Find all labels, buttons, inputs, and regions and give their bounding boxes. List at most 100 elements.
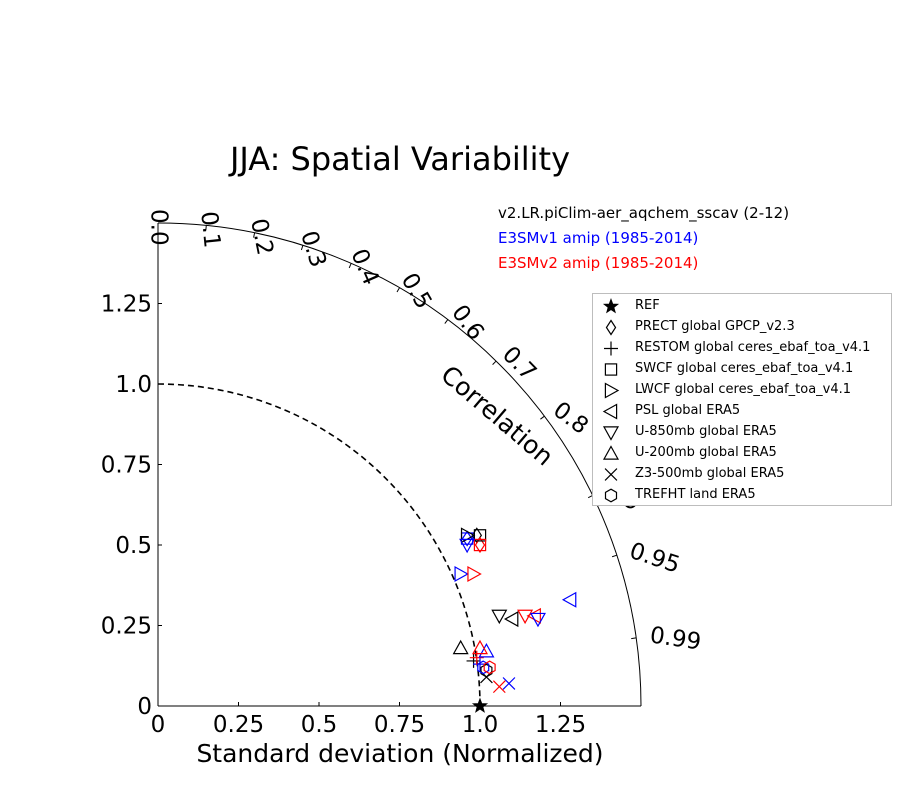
marker-tri-left <box>602 403 618 420</box>
marker-tri-down <box>602 426 620 441</box>
legend-marker-tri-up <box>602 445 620 460</box>
legend-item-z3: Z3-500mb global ERA5 <box>593 464 891 485</box>
corr-tick-mark <box>631 637 637 640</box>
points-layer <box>452 527 577 713</box>
marker-diamond <box>474 536 486 554</box>
legend-label: U-850mb global ERA5 <box>635 424 777 439</box>
y-tick-label: 1.25 <box>101 292 152 318</box>
marker-plus <box>469 650 484 665</box>
chart-title: JJA: Spatial Variability <box>229 140 571 178</box>
marker-x <box>502 677 516 690</box>
marker-tri-up <box>452 639 469 655</box>
legend-label: SWCF global ceres_ebaf_toa_v4.1 <box>635 361 854 376</box>
marker-tri-up <box>602 445 620 460</box>
legend-label: LWCF global ceres_ebaf_toa_v4.1 <box>635 382 852 397</box>
marker-tri-up <box>478 643 495 658</box>
legend-item-trefht: TREFHT land ERA5 <box>593 485 891 506</box>
corr-tick-mark <box>348 263 352 269</box>
model-label-piclim: v2.LR.piClim-aer_aqchem_sscav (2-12) <box>498 204 790 222</box>
marker-hexagon <box>604 488 618 503</box>
marker-plus <box>466 653 481 668</box>
marker-square <box>604 363 618 376</box>
marker-star <box>471 697 489 713</box>
legend-marker-tri-down <box>602 426 620 441</box>
corr-tick-mark <box>396 287 400 293</box>
legend-marker-x <box>604 468 618 481</box>
reference-arc <box>157 383 481 707</box>
y-tick-label: 0.5 <box>115 533 152 559</box>
corr-tick-mark <box>300 245 304 251</box>
marker-tri-right <box>454 565 469 582</box>
corr-tick-label: 0.8 <box>548 397 593 440</box>
x-tick-label: 0.5 <box>301 712 338 738</box>
marker-square <box>473 538 487 552</box>
corr-tick-mark <box>611 554 618 558</box>
legend-label: RESTOM global ceres_ebaf_toa_v4.1 <box>635 340 871 355</box>
legend-item-prect: PRECT global GPCP_v2.3 <box>593 317 891 338</box>
y-tick-label: 0.25 <box>101 614 152 640</box>
x-tick-label: 0.25 <box>213 712 264 738</box>
marker-diamond <box>605 319 617 336</box>
marker-plus <box>604 341 618 356</box>
corr-tick-label: 0.4 <box>345 245 383 289</box>
legend-item-ref: REF <box>593 296 891 317</box>
legend-item-u850: U-850mb global ERA5 <box>593 422 891 443</box>
marker-tri-right <box>604 382 620 399</box>
legend-item-lwcf: LWCF global ceres_ebaf_toa_v4.1 <box>593 380 891 401</box>
corr-tick-label: 0.0 <box>146 209 172 246</box>
outer-arc <box>157 222 642 707</box>
marker-tri-down <box>529 612 546 628</box>
legend-marker-hexagon <box>604 488 618 503</box>
legend-marker-square <box>604 363 618 376</box>
y-tick-label: 0.75 <box>101 453 152 479</box>
legend-item-u200: U-200mb global ERA5 <box>593 443 891 464</box>
legend-label: Z3-500mb global ERA5 <box>635 466 785 481</box>
legend-marker-star <box>602 298 620 314</box>
legend-label: REF <box>635 298 660 313</box>
corr-tick-mark <box>540 415 545 420</box>
x-tick-label: 1.0 <box>462 712 499 738</box>
legend-label: TREFHT land ERA5 <box>635 487 756 502</box>
marker-star <box>602 298 620 314</box>
legend-marker-tri-right <box>604 382 620 399</box>
model-label-e3smv2: E3SMv2 amip (1985-2014) <box>498 254 699 272</box>
corr-tick-label: 0.6 <box>446 300 489 345</box>
model-label-e3smv1: E3SMv1 amip (1985-2014) <box>498 229 699 247</box>
legend-label: U-200mb global ERA5 <box>635 445 777 460</box>
legend-item-restom: RESTOM global ceres_ebaf_toa_v4.1 <box>593 338 891 359</box>
marker-tri-right <box>467 565 482 582</box>
corr-tick-label: 0.2 <box>245 216 278 257</box>
x-axis-label: Standard deviation (Normalized) <box>196 739 603 768</box>
corr-tick-label: 0.95 <box>626 538 683 579</box>
marker-x <box>492 680 506 694</box>
corr-tick-mark <box>253 232 256 238</box>
axes-layer <box>157 222 642 707</box>
marker-x <box>604 468 618 481</box>
x-tick-label: 1.25 <box>535 712 586 738</box>
y-tick-label: 0 <box>137 694 152 720</box>
corr-tick-label: 0.3 <box>295 228 331 271</box>
marker-hexagon <box>477 660 490 675</box>
legend-marker-tri-left <box>602 403 618 420</box>
marker-tri-down <box>459 538 476 554</box>
marker-tri-down <box>517 609 534 625</box>
y-tick-label: 1.0 <box>115 372 152 398</box>
corr-tick-label: 0.7 <box>497 342 541 386</box>
legend-marker-diamond <box>605 319 617 336</box>
legend-item-swcf: SWCF global ceres_ebaf_toa_v4.1 <box>593 359 891 380</box>
x-tick-label: 0.75 <box>374 712 425 738</box>
legend-item-psl: PSL global ERA5 <box>593 401 891 422</box>
marker-hexagon <box>480 663 493 678</box>
marker-diamond <box>461 530 473 547</box>
correlation-label: Correlation <box>435 360 559 472</box>
legend-marker-plus <box>604 341 618 356</box>
x-tick-label: 0 <box>151 712 166 738</box>
corr-tick-label: 0.1 <box>195 210 225 249</box>
marker-tri-left <box>503 611 519 628</box>
marker-tri-down <box>491 609 508 625</box>
corr-tick-label: 0.99 <box>648 623 702 656</box>
marker-tri-up <box>471 639 489 655</box>
marker-tri-left <box>561 591 577 608</box>
corr-tick-mark <box>444 319 449 324</box>
